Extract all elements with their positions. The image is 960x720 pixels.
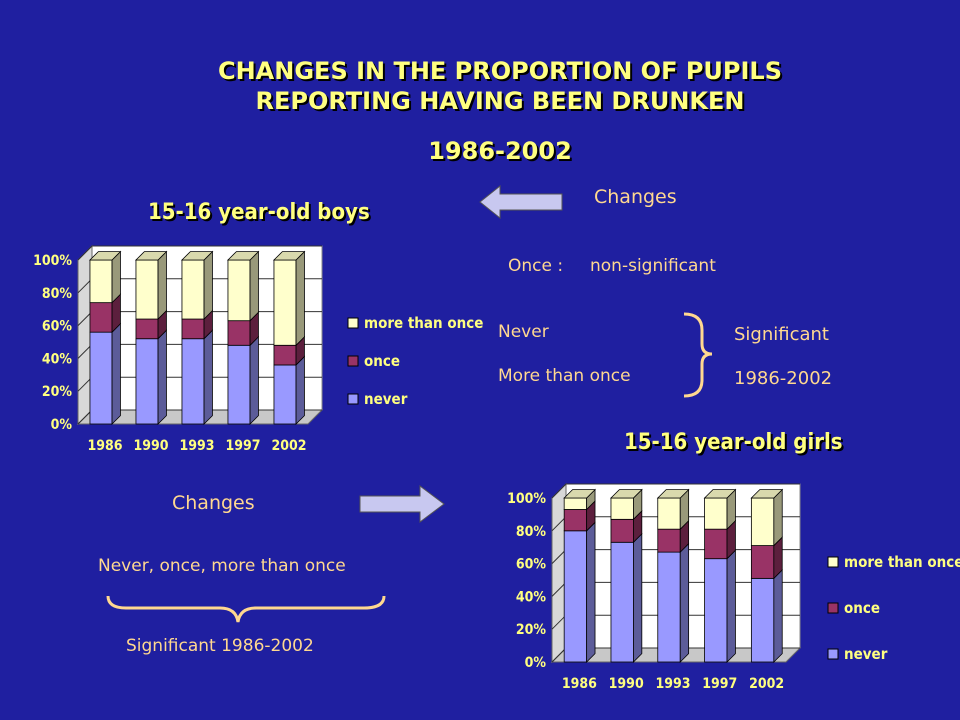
gridline [551, 483, 800, 499]
bar-once-1993 [657, 528, 681, 553]
legend-label: never [844, 645, 888, 663]
bottom-curly-brace-icon [106, 595, 386, 623]
bar-top-1990 [134, 251, 168, 261]
bar-side-never-1990 [633, 532, 643, 663]
y-tick-label: 60% [516, 557, 547, 573]
significant-years: 1986-2002 [734, 368, 833, 389]
y-tick-label: 20% [42, 384, 73, 400]
bar-top-1986 [88, 251, 122, 261]
bar-never-1986 [563, 530, 588, 663]
legend-swatch [827, 648, 839, 660]
bar-top-1986 [563, 489, 596, 499]
legend-swatch [347, 393, 359, 405]
bar-side-more-than-once-2002 [773, 488, 783, 547]
y-tick-label: 40% [516, 589, 547, 605]
bar-top-2002 [272, 251, 306, 261]
arrow-left-icon [479, 184, 563, 220]
never-label: Never [498, 322, 549, 342]
x-tick-label: 2002 [271, 438, 306, 454]
x-tick-label: 1993 [179, 438, 214, 454]
bar-never-2002 [750, 577, 775, 663]
legend-label: more than once [844, 553, 960, 571]
bar-never-1997 [704, 558, 728, 663]
y-tick-label: 100% [507, 491, 546, 507]
bar-more-than-once-1986 [563, 497, 588, 510]
once-label: Once : [508, 256, 564, 276]
x-tick-label: 1990 [609, 676, 644, 692]
bar-side-never-1986 [586, 521, 596, 663]
bar-top-1997 [226, 251, 260, 261]
y-tick-label: 100% [33, 253, 72, 269]
y-tick-label: 80% [516, 524, 547, 540]
x-tick-label: 1990 [133, 438, 168, 454]
legend-label: more than once [364, 314, 483, 332]
changes-label-right: Changes [594, 186, 677, 208]
significant-label: Significant [734, 324, 829, 345]
bar-more-than-once-1993 [657, 497, 681, 530]
y-tick-label: 60% [42, 319, 73, 335]
x-tick-label: 1986 [562, 676, 597, 692]
legend-swatch [827, 556, 839, 568]
x-tick-label: 1997 [225, 438, 260, 454]
bar-more-than-once-1990 [610, 497, 634, 520]
x-tick-label: 2002 [749, 676, 784, 692]
bar-top-1993 [656, 489, 690, 499]
y-tick-label: 0% [51, 417, 73, 433]
boys-chart-title: 15-16 year-old boys [148, 200, 370, 225]
legend-label: once [364, 352, 400, 370]
bar-side-never-1993 [679, 542, 690, 663]
y-tick-label: 20% [516, 622, 547, 638]
bar-never-1990 [610, 541, 634, 663]
once-result: non-significant [590, 256, 716, 276]
bar-top-1997 [703, 489, 737, 499]
legend-swatch [347, 317, 359, 329]
more-than-once-label: More than once [498, 366, 631, 386]
x-tick-label: 1997 [702, 676, 737, 692]
right-curly-brace-icon [683, 312, 713, 398]
bar-side-never-2002 [773, 568, 783, 663]
legend-swatch [347, 355, 359, 367]
y-tick-label: 80% [42, 286, 73, 302]
bar-once-1997 [704, 528, 728, 560]
y-tick-label: 0% [525, 655, 547, 671]
changes-label-left: Changes [172, 492, 255, 514]
bar-once-1990 [610, 518, 634, 543]
legend-swatch [827, 602, 839, 614]
x-tick-label: 1986 [87, 438, 122, 454]
significant-left-label: Significant 1986-2002 [126, 636, 314, 656]
bar-once-1986 [563, 509, 588, 532]
gridline [77, 245, 322, 261]
page-title-line2: REPORTING HAVING BEEN DRUNKEN [255, 87, 745, 115]
girls-chart-title: 15-16 year-old girls [624, 430, 843, 455]
page-title-line1: CHANGES IN THE PROPORTION OF PUPILS [217, 57, 782, 85]
page-years: 1986-2002 [428, 137, 572, 165]
legend-label: never [364, 390, 408, 408]
bar-side-never-1997 [726, 549, 736, 663]
never-once-more-label: Never, once, more than once [98, 556, 346, 576]
bar-top-1993 [180, 251, 214, 261]
bar-top-1990 [610, 489, 643, 499]
bar-more-than-once-1997 [704, 497, 728, 530]
arrow-right-icon [359, 485, 445, 523]
bar-more-than-once-2002 [750, 497, 775, 546]
bar-top-2002 [750, 489, 784, 499]
bar-once-2002 [750, 545, 775, 579]
x-tick-label: 1993 [655, 676, 690, 692]
bar-never-1993 [657, 551, 681, 663]
legend-label: once [844, 599, 880, 617]
y-tick-label: 40% [42, 351, 73, 367]
